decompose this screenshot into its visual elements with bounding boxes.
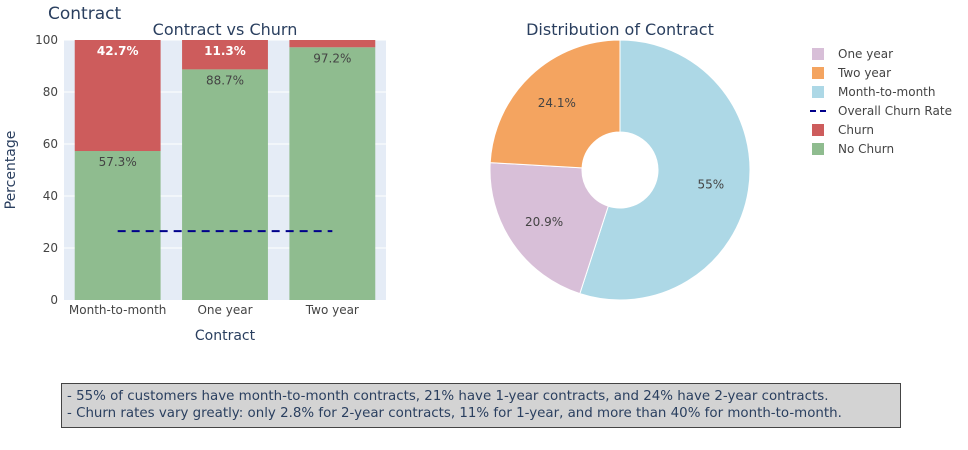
y-tick-label: 40 (43, 189, 58, 203)
legend-label: Overall Churn Rate (838, 104, 952, 118)
x-axis-label: Contract (195, 328, 256, 344)
pie-value-label: 20.9% (525, 215, 563, 229)
legend-item: No Churn (812, 142, 894, 156)
legend-swatch (812, 67, 824, 79)
bar-no-churn (74, 151, 161, 300)
x-tick-label: One year (197, 303, 252, 317)
bar-chart-title: Contract vs Churn (153, 20, 298, 39)
legend-label: One year (838, 47, 893, 61)
pie-value-label: 55% (698, 177, 725, 191)
donut-chart: 55% 20.9% 24.1% Distribution of Contract (489, 20, 751, 301)
bar-churn (74, 40, 161, 152)
y-tick-label: 80 (43, 85, 58, 99)
pie-slice (489, 39, 621, 169)
y-tick-label: 60 (43, 137, 58, 151)
bar-value-label: 42.7% (97, 44, 139, 58)
chart-figure: 0 20 40 60 80 100 57.3% 42.7% Month-to-month 88.7… (3, 20, 952, 344)
pie-value-label: 24.1% (538, 96, 576, 110)
legend-swatch (812, 48, 824, 60)
legend: One year Two year Month-to-month Overall Ch… (810, 47, 952, 156)
legend-label: No Churn (838, 142, 894, 156)
legend-item: Two year (812, 66, 891, 80)
bar-value-label: 57.3% (99, 155, 137, 169)
pie-slice (579, 39, 751, 301)
legend-label: Month-to-month (838, 85, 936, 99)
legend-swatch (812, 124, 824, 136)
summary-box: - 55% of customers have month-to-month c… (61, 383, 901, 428)
pie-chart-title: Distribution of Contract (526, 20, 714, 39)
summary-line-2: - Churn rates vary greatly: only 2.8% fo… (67, 406, 842, 421)
bar-chart: 0 20 40 60 80 100 57.3% 42.7% Month-to-month 88.7… (3, 20, 386, 344)
bar-value-label: 11.3% (204, 44, 246, 58)
bar-value-label: 88.7% (206, 73, 244, 87)
y-tick-label: 0 (50, 293, 58, 307)
legend-item: Churn (812, 123, 874, 137)
legend-item: One year (812, 47, 893, 61)
bar-no-churn (182, 69, 268, 300)
bar-value-label: 97.2% (313, 51, 351, 65)
y-tick-label: 100 (35, 33, 58, 47)
legend-label: Two year (837, 66, 891, 80)
bar-churn (289, 40, 376, 48)
x-tick-label: Two year (305, 303, 359, 317)
legend-item: Month-to-month (812, 85, 936, 99)
y-tick-label: 20 (43, 241, 58, 255)
page-title: Contract (48, 4, 122, 24)
legend-label: Churn (838, 123, 874, 137)
legend-item: Overall Churn Rate (810, 104, 952, 118)
legend-swatch (812, 143, 824, 155)
y-axis-label: Percentage (3, 131, 19, 210)
legend-swatch (812, 86, 824, 98)
pie-slice (489, 162, 609, 295)
x-tick-label: Month-to-month (69, 303, 167, 317)
summary-line-1: - 55% of customers have month-to-month c… (67, 389, 829, 404)
bar-churn (182, 40, 268, 70)
bar-no-churn (289, 47, 376, 300)
